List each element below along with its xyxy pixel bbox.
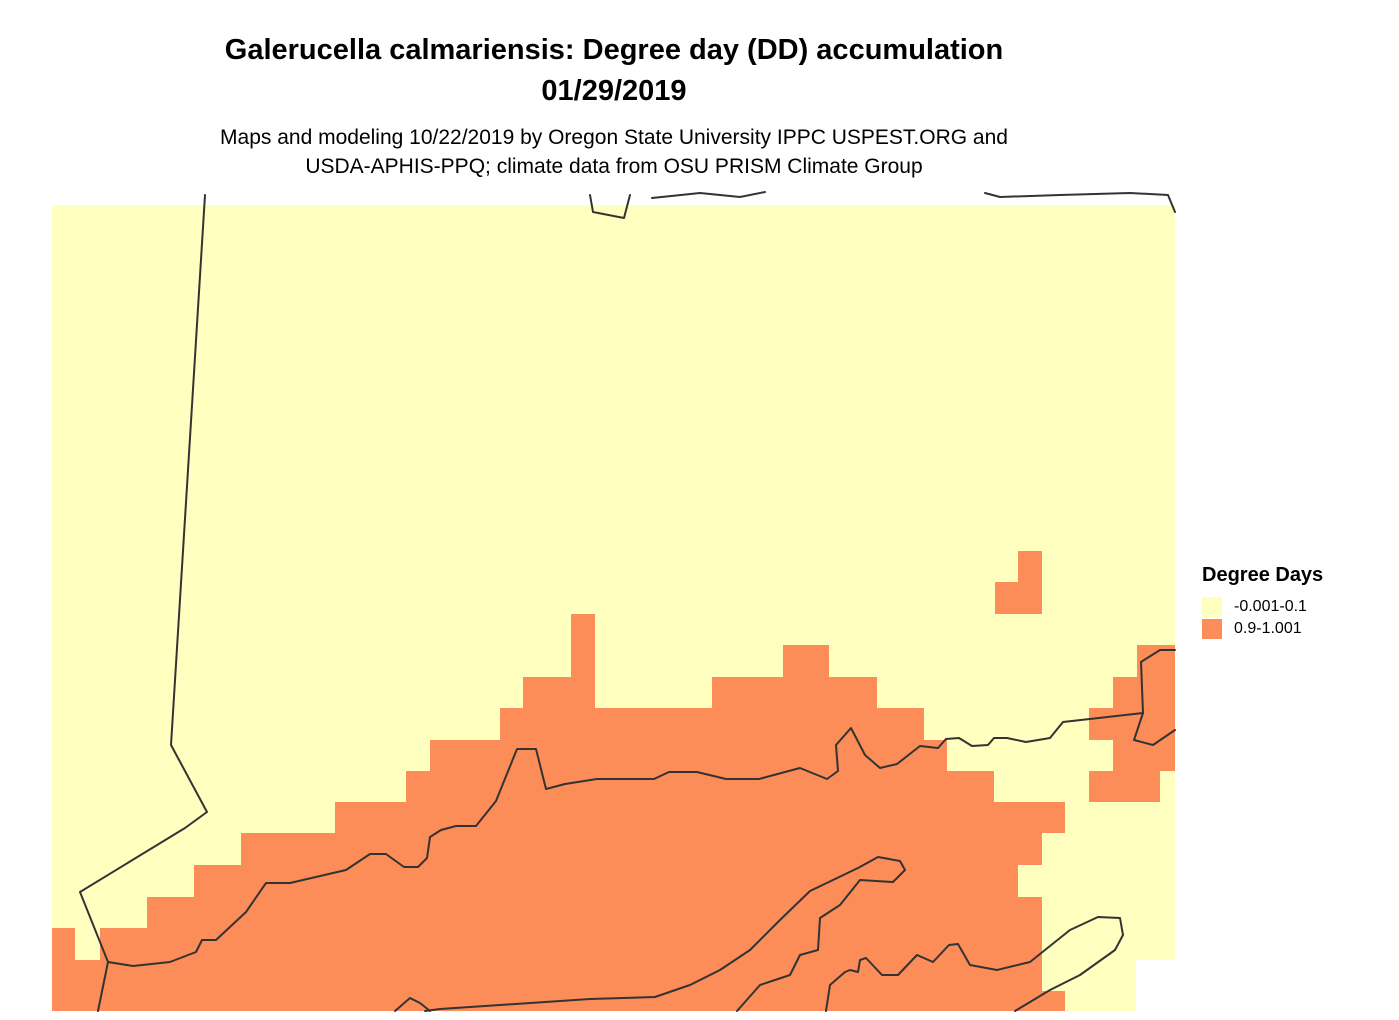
no-data-notch	[1136, 960, 1175, 1011]
legend-item: 0.9-1.001	[1202, 618, 1382, 640]
legend-swatch-low	[1202, 597, 1222, 617]
credit-line-1: Maps and modeling 10/22/2019 by Oregon S…	[220, 126, 1008, 149]
coast-boundary	[825, 916, 1124, 1012]
top-boundary-arc-1	[651, 191, 766, 199]
map-area-high-dd-east	[1089, 645, 1175, 802]
legend: Degree Days -0.001-0.1 0.9-1.001	[1202, 562, 1382, 640]
map-title: Galerucella calmariensis: Degree day (DD…	[224, 34, 1004, 66]
credit-line-2: USDA-APHIS-PPQ; climate data from OSU PR…	[305, 155, 923, 178]
river-boundary-east	[1140, 649, 1176, 714]
top-boundary-notch	[589, 194, 631, 219]
legend-item: -0.001-0.1	[1202, 596, 1382, 618]
legend-title: Degree Days	[1202, 564, 1324, 586]
legend-label: -0.001-0.1	[1234, 598, 1307, 615]
map-area-high-dd-patch	[995, 551, 1042, 614]
legend-swatch-high	[1202, 619, 1222, 639]
legend-label: 0.9-1.001	[1234, 620, 1302, 637]
map-area-high-dd	[52, 614, 1065, 1011]
lake-boundary	[424, 856, 906, 1012]
map-date: 01/29/2019	[541, 75, 687, 107]
river-boundary	[107, 712, 1144, 967]
lake-boundary-2	[394, 997, 431, 1012]
top-boundary-arc-2	[984, 192, 1176, 213]
river-boundary-east-south	[1133, 712, 1176, 746]
